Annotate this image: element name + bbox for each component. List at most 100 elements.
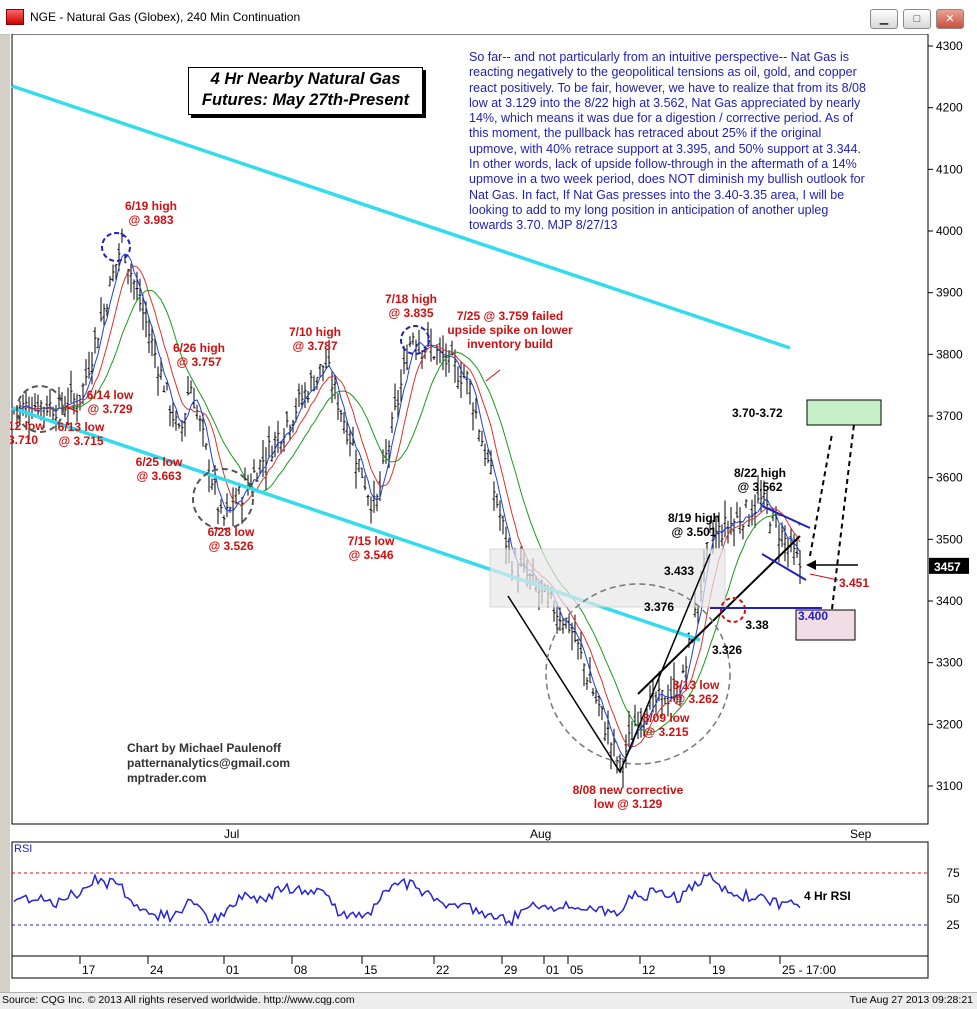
date-tick-label: 08 xyxy=(294,963,308,977)
chart-annotation-label: 6/19 high @ 3.983 xyxy=(125,199,177,227)
rsi-line xyxy=(13,871,801,927)
chart-annotation-label: 3.451 xyxy=(839,576,869,590)
chart-annotation-label: 7/15 low @ 3.546 xyxy=(348,534,395,562)
target-box xyxy=(806,399,882,426)
support-box xyxy=(795,609,856,641)
window-titlebar: NGE - Natural Gas (Globex), 240 Min Cont… xyxy=(0,0,977,35)
date-tick-label: 17 xyxy=(82,963,96,977)
credit-author: Chart by Michael Paulenoff xyxy=(127,741,282,755)
maximize-button[interactable]: □ xyxy=(903,9,931,29)
credit-email: patternanalytics@gmail.com xyxy=(127,756,291,770)
current-price-arrowhead xyxy=(806,560,816,570)
moving-average-fast xyxy=(13,253,801,760)
price-tick-label: 3300 xyxy=(936,656,963,670)
chart-annotation-label: 6/25 low @ 3.663 xyxy=(136,455,183,483)
price-tick-label: 3500 xyxy=(936,532,963,546)
price-tick-label: 4300 xyxy=(936,39,963,53)
flag-upper-line xyxy=(761,505,811,529)
date-tick-label: 05 xyxy=(570,963,584,977)
chart-annotation-label: 6/28 low @ 3.526 xyxy=(208,525,255,553)
current-price-label: 3457 xyxy=(934,560,961,574)
price-tick-label: 4000 xyxy=(936,224,963,238)
projection-line xyxy=(809,433,833,557)
chart-annotation-label: 8/13 low @ 3.262 xyxy=(673,678,720,706)
copyright-text: Source: CQG Inc. © 2013 All rights reser… xyxy=(2,994,355,1006)
date-tick-label: 01 xyxy=(226,963,240,977)
price-tick-label: 3400 xyxy=(936,594,963,608)
price-tick-label: 4100 xyxy=(936,162,963,176)
rsi-tick-label: 50 xyxy=(946,892,960,906)
price-pane xyxy=(11,33,929,825)
price-tick-label: 3200 xyxy=(936,717,963,731)
uptrend-line xyxy=(637,535,801,695)
credit-site: mptrader.com xyxy=(127,771,207,785)
month-label: Sep xyxy=(850,827,872,841)
date-tick-label: 12 xyxy=(642,963,656,977)
date-tick-label: 19 xyxy=(712,963,726,977)
price-tick-label: 3600 xyxy=(936,471,963,485)
chart-headline: 4 Hr Nearby Natural Gas Futures: May 27t… xyxy=(188,67,423,115)
consolidation-zone xyxy=(489,548,726,608)
price-tick-label: 3700 xyxy=(936,409,963,423)
date-axis xyxy=(11,955,929,979)
chart-annotation-label: 8/19 high @ 3.501 xyxy=(668,511,720,539)
chart-annotation-label: 3.400 xyxy=(798,609,828,623)
v-pattern-line xyxy=(507,553,711,774)
chart-annotation-label: 8/09 low @ 3.215 xyxy=(643,711,690,739)
target-range-label: 3.70-3.72 xyxy=(732,406,783,420)
chart-annotation-label: 6/13 low @ 3.715 xyxy=(58,420,105,448)
chart-credit: Chart by Michael Paulenoff patternanalyt… xyxy=(127,741,327,786)
rsi-tick-label: 25 xyxy=(946,918,960,932)
low-circle xyxy=(192,468,254,530)
chart-annotation-label: 3.38 xyxy=(745,618,769,632)
rsi-series-label: 4 Hr RSI xyxy=(804,889,851,903)
timestamp-text: Tue Aug 27 2013 09:28:21 xyxy=(849,994,973,1006)
date-tick-label: 29 xyxy=(504,963,518,977)
bottom-circle xyxy=(545,583,731,765)
annotation-pointer xyxy=(485,369,501,382)
low-circle xyxy=(16,385,64,433)
date-tick-label: 01 xyxy=(546,963,560,977)
chart-annotation-label: 6/26 high @ 3.757 xyxy=(173,341,225,369)
chart-annotation-label: 6/14 low @ 3.729 xyxy=(87,388,134,416)
chart-annotation-label: 3.433 xyxy=(664,564,694,578)
date-tick-label: 15 xyxy=(364,963,378,977)
high-circle xyxy=(101,232,131,262)
moving-average-mid xyxy=(13,265,801,748)
rsi-tag: RSI xyxy=(14,843,32,855)
chart-annotation-label: 7/25 @ 3.759 failed upside spike on lower… xyxy=(447,309,573,351)
price-tick-label: 3800 xyxy=(936,347,963,361)
chart-area: 4300 4200 4100 4000 3900 3800 3700 3600 3500 3400… xyxy=(8,33,977,992)
app-icon xyxy=(6,9,24,25)
support-circle xyxy=(720,597,746,623)
flag-lower-line xyxy=(761,553,807,581)
upper-channel-line xyxy=(11,84,791,350)
analyst-commentary: So far-- and not particularly from an in… xyxy=(469,50,866,233)
date-tick-label: 24 xyxy=(150,963,164,977)
month-label: Aug xyxy=(530,827,551,841)
date-tick-label: 25 - 17:00 xyxy=(782,963,836,977)
projection-line xyxy=(831,423,855,610)
minimize-button[interactable]: ▁ xyxy=(870,9,898,29)
chart-annotation-label: 7/18 high @ 3.835 xyxy=(385,292,437,320)
price-tick-label: 3100 xyxy=(936,779,963,793)
window-title: NGE - Natural Gas (Globex), 240 Min Cont… xyxy=(30,10,301,24)
rsi-pane xyxy=(11,841,929,957)
rsi-tick-label: 75 xyxy=(946,866,960,880)
annotation-pointer xyxy=(64,405,79,413)
date-tick-label: 22 xyxy=(436,963,450,977)
chart-annotation-label: 3.376 xyxy=(644,600,674,614)
headline-line-2: Futures: May 27th-Present xyxy=(201,91,410,109)
moving-average-slow xyxy=(13,289,801,733)
headline-line-1: 4 Hr Nearby Natural Gas xyxy=(210,70,401,88)
chart-annotation-label: 7/10 high @ 3.787 xyxy=(289,325,341,353)
close-button[interactable]: ✕ xyxy=(936,9,964,29)
current-price-box xyxy=(929,557,969,574)
price-tick-label: 4200 xyxy=(936,101,963,115)
chart-annotation-label: 8/22 high @ 3.562 xyxy=(734,466,786,494)
price-chart: 4300 4200 4100 4000 3900 3800 3700 3600 3500 3400… xyxy=(8,33,969,979)
chart-annotation-label: 8/08 new corrective low @ 3.129 xyxy=(573,783,684,811)
high-circle xyxy=(400,325,430,355)
month-label: Jul xyxy=(224,827,239,841)
price-tick-label: 3900 xyxy=(936,286,963,300)
